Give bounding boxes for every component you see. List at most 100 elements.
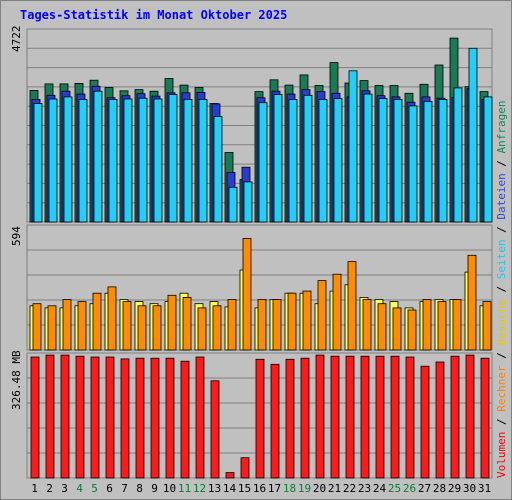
visits-bar-rechner-day-31 — [482, 301, 492, 351]
legend-rechner: Rechner — [495, 365, 508, 412]
legend-separator: / — [495, 412, 508, 432]
x-axis-label-day-22: 22 — [343, 482, 356, 495]
requests-bar-seiten-day-21 — [333, 98, 343, 223]
x-axis-label-day-7: 7 — [121, 482, 128, 495]
panel-visits — [26, 224, 493, 351]
visits-bar-rechner-day-19 — [302, 290, 312, 351]
x-axis-label-day-15: 15 — [238, 482, 251, 495]
volume-bar-volumen-day-13 — [210, 380, 220, 479]
x-axis-label-day-13: 13 — [208, 482, 221, 495]
volume-bar-volumen-day-19 — [300, 357, 310, 479]
volume-bar-volumen-day-6 — [105, 356, 115, 479]
x-axis-label-day-26: 26 — [403, 482, 416, 495]
visits-bar-rechner-day-30 — [467, 254, 477, 351]
y-axis-max-label-volume: 326.48 MB — [10, 350, 23, 410]
visits-bar-rechner-day-9 — [152, 305, 162, 351]
panel-volume — [26, 352, 493, 479]
volume-bar-volumen-day-23 — [360, 355, 370, 479]
requests-bar-seiten-day-10 — [168, 94, 178, 223]
visits-bar-rechner-day-23 — [362, 299, 372, 351]
requests-bar-seiten-day-15 — [243, 181, 253, 223]
visits-bar-rechner-day-11 — [182, 296, 192, 351]
volume-bar-volumen-day-11 — [180, 360, 190, 479]
y-axis-max-label-requests: 4722 — [10, 26, 23, 53]
visits-bar-rechner-day-8 — [137, 305, 147, 351]
volume-bar-volumen-day-31 — [480, 357, 490, 479]
requests-bar-seiten-day-20 — [318, 99, 328, 223]
legend-anfragen: Anfragen — [495, 100, 508, 153]
volume-bar-volumen-day-30 — [465, 354, 475, 479]
volume-bar-volumen-day-22 — [345, 355, 355, 479]
legend-dateien: Dateien — [495, 173, 508, 219]
visits-bar-rechner-day-10 — [167, 294, 177, 351]
requests-bar-seiten-day-3 — [63, 96, 73, 223]
x-axis-label-day-21: 21 — [328, 482, 341, 495]
requests-bar-seiten-day-12 — [198, 99, 208, 223]
volume-bar-volumen-day-18 — [285, 358, 295, 479]
volume-bar-volumen-day-20 — [315, 354, 325, 479]
volume-bar-volumen-day-16 — [255, 358, 265, 479]
requests-bar-seiten-day-14 — [228, 186, 238, 223]
visits-bar-rechner-day-27 — [422, 299, 432, 351]
requests-bar-seiten-day-24 — [378, 98, 388, 223]
visits-bar-rechner-day-28 — [437, 301, 447, 351]
legend-separator: / — [495, 220, 508, 240]
requests-bar-seiten-day-22 — [348, 70, 358, 223]
visits-bar-rechner-day-18 — [287, 292, 297, 351]
requests-bar-seiten-day-25 — [393, 99, 403, 223]
volume-bar-volumen-day-24 — [375, 355, 385, 479]
x-axis-label-day-4: 4 — [76, 482, 83, 495]
requests-bar-seiten-day-8 — [138, 97, 148, 223]
volume-bar-volumen-day-10 — [165, 357, 175, 479]
visits-bar-rechner-day-25 — [392, 307, 402, 351]
volume-bar-volumen-day-12 — [195, 356, 205, 479]
volume-bar-volumen-day-9 — [150, 357, 160, 479]
x-axis-label-day-19: 19 — [298, 482, 311, 495]
x-axis-label-day-25: 25 — [388, 482, 401, 495]
legend-separator: / — [495, 279, 508, 299]
volume-bar-volumen-day-1 — [30, 356, 40, 479]
x-axis-label-day-20: 20 — [313, 482, 326, 495]
visits-bar-rechner-day-29 — [452, 299, 462, 351]
x-axis-label-day-27: 27 — [418, 482, 431, 495]
visits-bar-rechner-day-12 — [197, 307, 207, 351]
volume-bar-volumen-day-7 — [120, 358, 130, 479]
requests-bar-seiten-day-18 — [288, 99, 298, 223]
visits-bar-rechner-day-20 — [317, 280, 327, 351]
requests-bar-seiten-day-4 — [78, 99, 88, 223]
visits-bar-rechner-day-4 — [77, 301, 87, 351]
requests-bar-seiten-day-31 — [483, 96, 493, 223]
legend-besuche: Besuche — [495, 299, 508, 345]
x-axis-label-day-6: 6 — [106, 482, 113, 495]
visits-bar-rechner-day-16 — [257, 299, 267, 351]
volume-bar-volumen-day-15 — [240, 457, 250, 479]
volume-bar-volumen-day-14 — [225, 472, 235, 479]
requests-bar-seiten-day-16 — [258, 102, 268, 223]
x-axis-label-day-16: 16 — [253, 482, 266, 495]
visits-bar-rechner-day-26 — [407, 309, 417, 351]
x-axis-label-day-12: 12 — [193, 482, 206, 495]
x-axis-label-day-9: 9 — [151, 482, 158, 495]
legend-seiten: Seiten — [495, 240, 508, 280]
requests-bar-seiten-day-19 — [303, 94, 313, 223]
volume-bar-volumen-day-21 — [330, 355, 340, 479]
requests-bar-seiten-day-28 — [438, 99, 448, 223]
volume-bar-volumen-day-8 — [135, 357, 145, 479]
requests-bar-seiten-day-1 — [33, 103, 43, 223]
visits-bar-rechner-day-7 — [122, 301, 132, 351]
visits-bar-rechner-day-21 — [332, 273, 342, 351]
visits-bar-rechner-day-1 — [32, 303, 42, 351]
requests-bar-seiten-day-6 — [108, 99, 118, 223]
x-axis-label-day-11: 11 — [178, 482, 191, 495]
volume-bar-volumen-day-25 — [390, 355, 400, 479]
legend-separator: / — [495, 346, 508, 366]
volume-bar-volumen-day-17 — [270, 363, 280, 479]
right-legend: Volumen / Rechner / Besuche / Seiten / D… — [495, 100, 508, 478]
x-axis-label-day-30: 30 — [463, 482, 476, 495]
x-axis-label-day-3: 3 — [61, 482, 68, 495]
x-axis-label-day-29: 29 — [448, 482, 461, 495]
x-axis-label-day-23: 23 — [358, 482, 371, 495]
visits-bar-rechner-day-6 — [107, 286, 117, 351]
requests-bar-seiten-day-11 — [183, 99, 193, 223]
volume-bar-volumen-day-4 — [75, 355, 85, 479]
